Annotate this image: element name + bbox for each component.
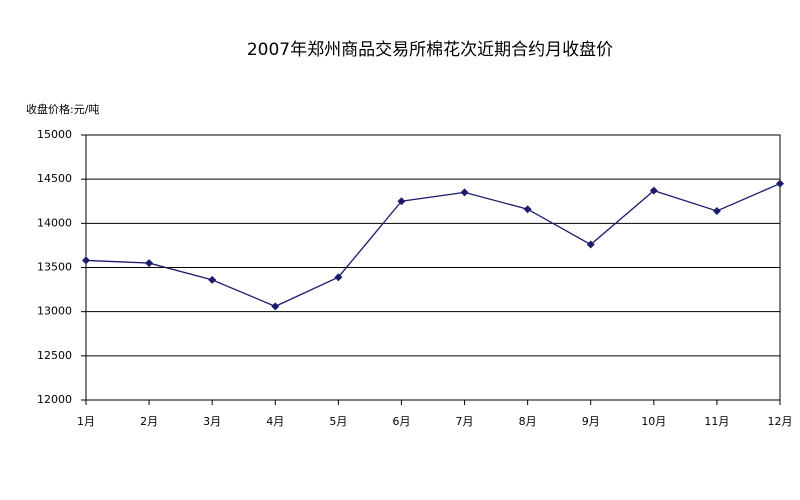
point — [145, 259, 154, 268]
point — [776, 179, 784, 188]
x-tick-label: 9月 — [582, 415, 600, 428]
point — [208, 275, 217, 284]
y-tick-label: 14000 — [37, 216, 72, 229]
y-tick-label: 13500 — [37, 261, 72, 274]
point — [82, 256, 90, 265]
y-tick-label: 14500 — [37, 172, 72, 185]
x-tick-label: 5月 — [329, 415, 347, 428]
y-axis-label: 收盘价格:元/吨 — [26, 102, 99, 116]
point — [271, 302, 280, 311]
series-line — [85, 182, 781, 308]
y-tick-label: 15000 — [37, 128, 72, 141]
x-tick-label: 3月 — [203, 415, 221, 428]
point — [586, 240, 595, 249]
x-tick-label: 1月 — [77, 415, 95, 428]
point — [523, 205, 532, 214]
y-tick-label: 12500 — [37, 349, 72, 362]
x-tick-label: 7月 — [456, 415, 474, 428]
x-tick-label: 2月 — [140, 415, 158, 428]
x-tick-label: 6月 — [392, 415, 410, 428]
x-tick-label: 4月 — [266, 415, 284, 428]
y-tick-label: 12000 — [37, 393, 72, 406]
y-tick-label: 13000 — [37, 305, 72, 318]
point — [460, 188, 469, 197]
x-tick-label: 11月 — [704, 415, 729, 428]
x-tick-label: 8月 — [519, 415, 537, 428]
point — [712, 206, 721, 215]
point — [397, 197, 406, 206]
x-tick-label: 12月 — [768, 415, 793, 428]
x-tick-label: 10月 — [641, 415, 666, 428]
plot-border — [85, 134, 781, 401]
chart-title: 2007年郑州商品交易所棉花次近期合约月收盘价 — [247, 40, 613, 60]
point — [334, 273, 343, 282]
point — [649, 186, 658, 195]
